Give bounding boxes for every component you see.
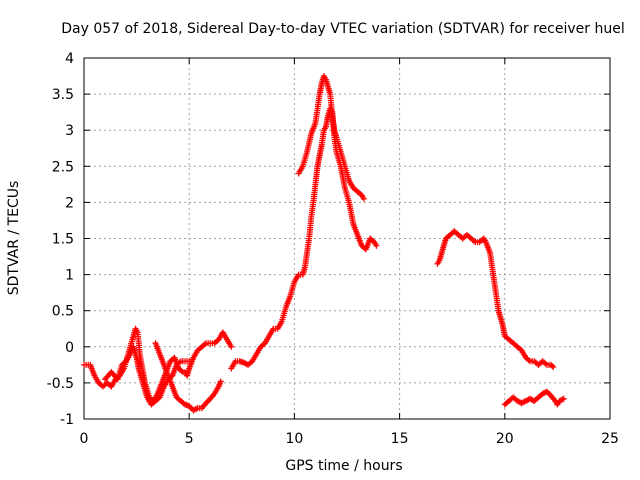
data-point xyxy=(373,242,380,249)
data-point xyxy=(545,390,552,397)
y-axis-label: SDTVAR / TECUs xyxy=(6,181,22,296)
data-point xyxy=(186,403,193,410)
x-tick-label: 15 xyxy=(391,431,409,447)
x-tick-label: 0 xyxy=(80,431,89,447)
y-tick-label: -1 xyxy=(60,412,74,428)
data-point xyxy=(204,398,211,405)
x-tick-labels: 0 5 10 15 20 25 xyxy=(80,431,619,447)
data-point xyxy=(205,397,212,404)
y-tick-label: 2.5 xyxy=(52,159,74,175)
x-tick-label: 5 xyxy=(185,431,194,447)
data-point xyxy=(559,396,566,403)
y-tick-label: -0.5 xyxy=(47,376,74,392)
y-tick-label: 3 xyxy=(65,123,74,139)
axis-ticks xyxy=(83,57,611,420)
data-point xyxy=(228,343,235,350)
y-tick-label: 0 xyxy=(65,340,74,356)
data-point xyxy=(186,358,193,365)
y-tick-labels: -1 -0.5 0 0.5 1 1.5 2 2.5 3 3.5 4 xyxy=(47,51,74,428)
x-tick-label: 10 xyxy=(285,431,303,447)
data-point xyxy=(193,405,200,412)
y-tick-label: 2 xyxy=(65,195,74,211)
data-point xyxy=(550,364,557,371)
x-tick-label: 25 xyxy=(601,431,619,447)
data-point xyxy=(360,195,367,202)
data-points xyxy=(81,73,567,414)
data-point xyxy=(549,362,556,369)
chart-title: Day 057 of 2018, Sidereal Day-to-day VTE… xyxy=(61,21,624,37)
y-tick-label: 4 xyxy=(65,51,74,67)
x-tick-label: 20 xyxy=(496,431,514,447)
y-tick-label: 0.5 xyxy=(52,304,74,320)
data-point xyxy=(560,395,567,402)
y-tick-label: 1.5 xyxy=(52,232,74,248)
x-axis-label: GPS time / hours xyxy=(285,458,402,474)
data-point xyxy=(217,378,224,385)
y-tick-label: 1 xyxy=(65,268,74,284)
y-tick-label: 3.5 xyxy=(52,87,74,103)
